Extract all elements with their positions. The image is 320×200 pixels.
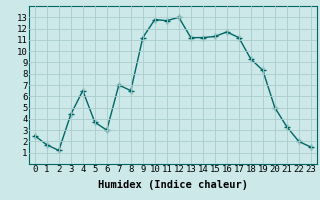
X-axis label: Humidex (Indice chaleur): Humidex (Indice chaleur) <box>98 180 248 190</box>
